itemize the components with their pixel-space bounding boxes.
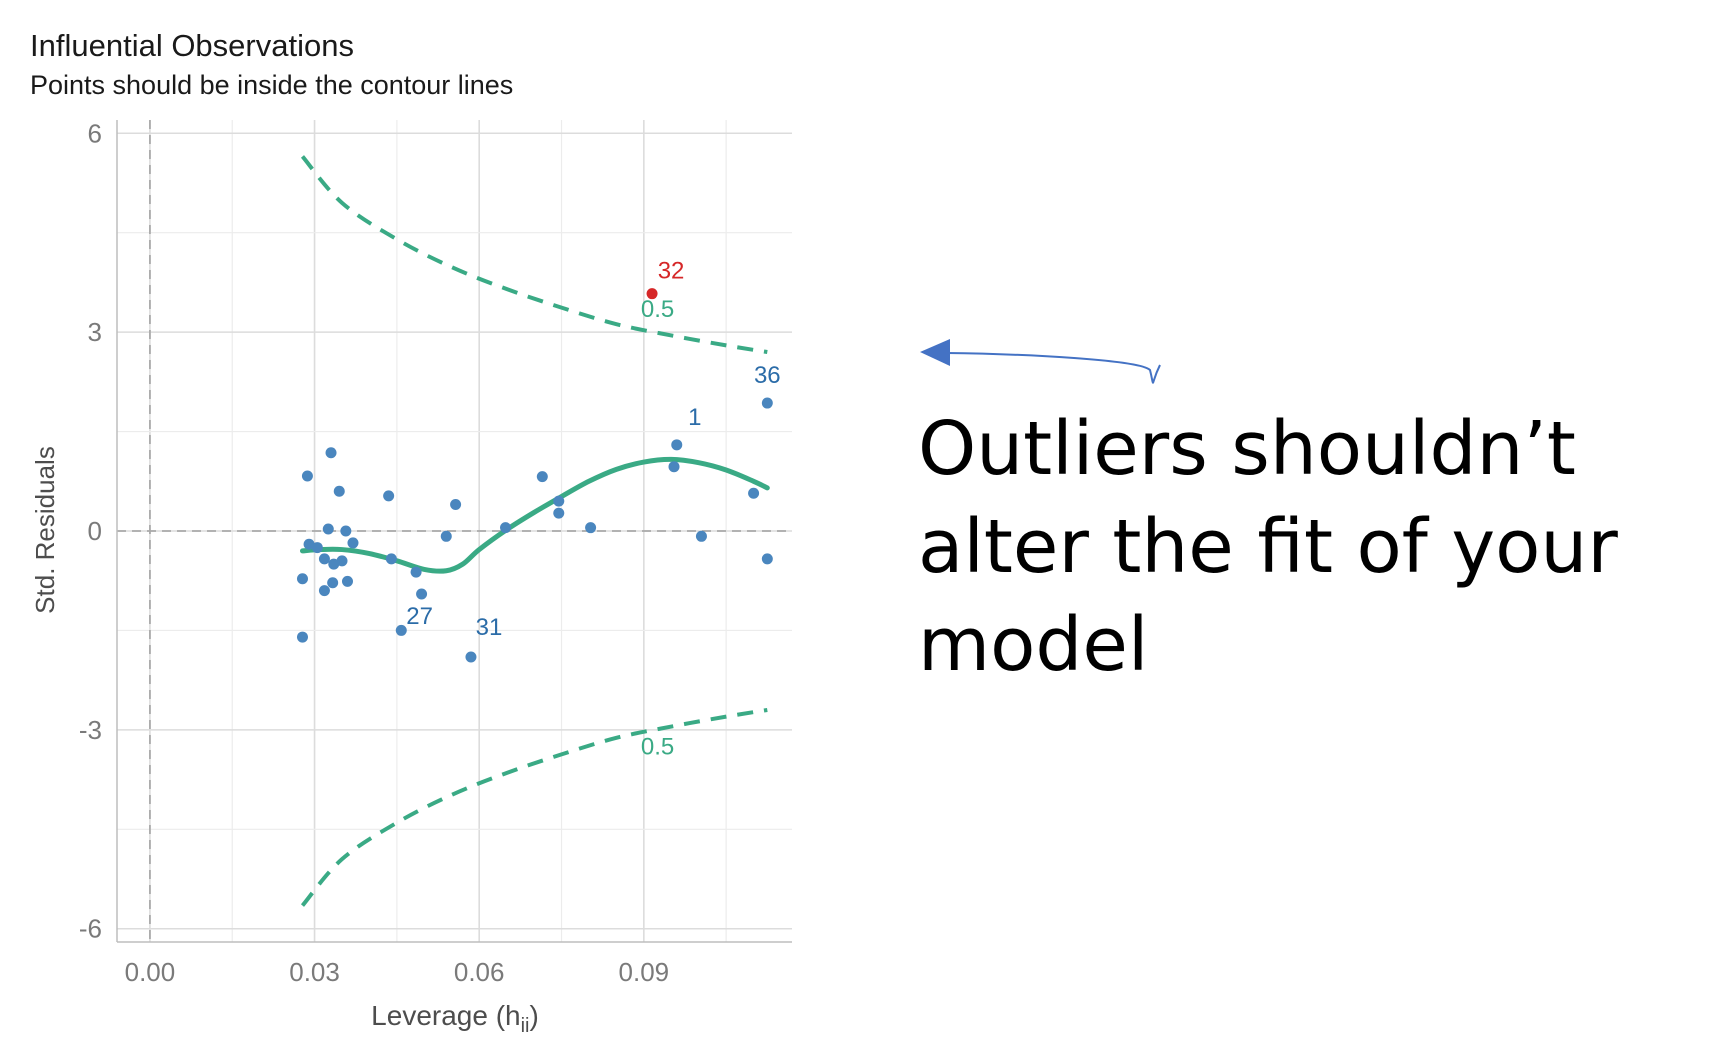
callout-arrow	[945, 352, 1161, 384]
y-tick-label: 0	[88, 516, 102, 546]
data-point	[303, 538, 315, 550]
contour-label-upper: 0.5	[641, 296, 674, 323]
point-label: 1	[688, 404, 701, 431]
data-point	[585, 522, 597, 534]
data-point	[327, 577, 339, 589]
data-point	[341, 575, 353, 587]
data-point	[318, 553, 330, 565]
point-layer	[296, 288, 773, 663]
data-point	[325, 447, 337, 459]
grid-layer	[117, 120, 792, 942]
x-tick-label: 0.06	[454, 957, 505, 987]
callout-arrowhead	[920, 339, 950, 366]
x-axis-label-close: )	[530, 1000, 539, 1031]
x-axis-label-subscript: ii	[521, 1015, 530, 1037]
data-point	[553, 495, 565, 507]
contour-label-lower: 0.5	[641, 733, 674, 760]
data-point	[336, 555, 348, 567]
label-layer: 32 36 1 27 31	[406, 258, 780, 641]
data-point	[761, 397, 773, 409]
y-tick-label: 3	[88, 317, 102, 347]
data-point	[385, 553, 397, 565]
x-tick-label: 0.00	[125, 957, 176, 987]
data-point	[301, 470, 313, 482]
data-point	[318, 585, 330, 597]
outlier-label: 32	[658, 258, 685, 285]
data-point	[536, 471, 548, 483]
data-point	[395, 624, 407, 636]
y-tick-label: -6	[79, 914, 102, 944]
x-tick-label: 0.09	[619, 957, 670, 987]
x-tick-label: 0.03	[289, 957, 340, 987]
data-point	[296, 573, 308, 585]
data-point	[328, 558, 340, 570]
data-point	[748, 487, 760, 499]
cook-contour-upper	[300, 155, 768, 354]
data-point	[416, 588, 428, 600]
outlier-point	[646, 288, 658, 300]
data-point	[500, 522, 512, 534]
x-axis-label: Leverage (hii)	[371, 1000, 539, 1037]
data-point	[383, 490, 395, 502]
data-point	[311, 542, 323, 554]
data-point	[553, 507, 565, 519]
callout-text: Outliers shouldn’t alter the fit of your…	[918, 406, 1618, 688]
data-point	[296, 631, 308, 643]
point-label: 27	[406, 603, 433, 630]
x-axis-label-main: Leverage (h	[371, 1000, 520, 1031]
data-point	[465, 651, 477, 663]
chart-subtitle: Points should be inside the contour line…	[30, 70, 514, 100]
data-point	[440, 530, 452, 542]
data-point	[671, 439, 683, 451]
chart-title: Influential Observations	[30, 28, 354, 63]
data-point	[322, 523, 334, 535]
y-tick-label: -3	[79, 715, 102, 745]
y-tick-label: 6	[88, 118, 102, 148]
point-label: 36	[754, 362, 781, 389]
data-point	[410, 566, 422, 578]
data-point	[333, 485, 345, 497]
cook-contour-lower	[300, 708, 768, 907]
data-point	[450, 498, 462, 510]
data-point	[347, 537, 359, 549]
contour-layer: 0.5 0.5	[300, 155, 768, 907]
smooth-layer	[299, 456, 770, 574]
data-point	[668, 461, 680, 473]
data-point	[340, 525, 352, 537]
data-point	[761, 553, 773, 565]
loess-smooth-line	[299, 456, 770, 574]
data-point	[695, 530, 707, 542]
point-label: 31	[476, 614, 503, 641]
y-axis-label: Std. Residuals	[30, 446, 60, 614]
